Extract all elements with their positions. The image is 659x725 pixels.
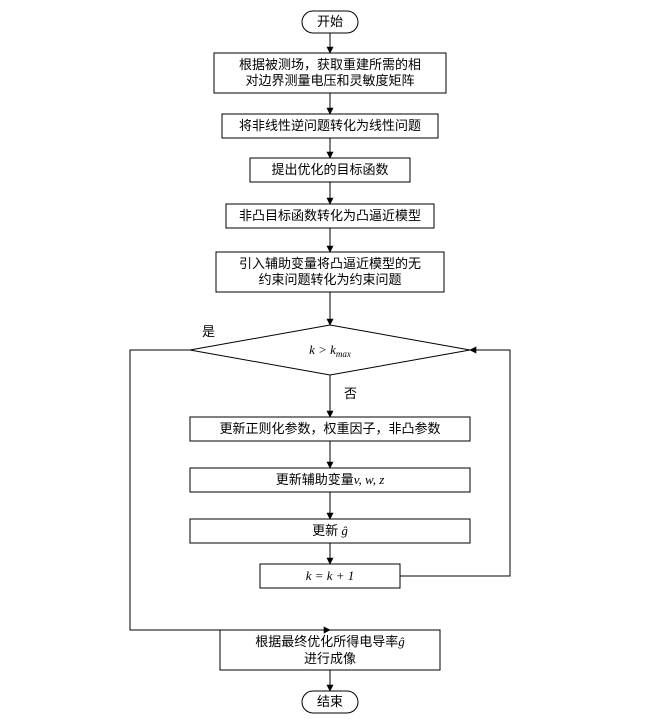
step1-line0: 根据被测场，获取重建所需的相 [239,57,421,72]
step8-label: 更新 ĝ [312,523,348,538]
step4-line0: 非凸目标函数转化为凸逼近模型 [239,208,421,223]
start-terminal-label: 开始 [317,14,343,29]
step1-line1: 对边界测量电压和灵敏度矩阵 [245,73,414,88]
step3-line0: 提出优化的目标函数 [271,162,388,177]
step10-line0: 根据最终优化所得电导率ĝ [255,634,405,649]
step2-line0: 将非线性逆问题转化为线性问题 [239,118,421,133]
step5-line1: 约束问题转化为约束问题 [258,272,401,287]
yes-label: 是 [202,324,215,339]
step5-line0: 引入辅助变量将凸逼近模型的无 [239,256,421,271]
no-label: 否 [344,386,357,401]
step10-line1: 进行成像 [304,651,356,666]
step9-label: k = k + 1 [306,568,355,583]
step6-line0: 更新正则化参数，权重因子，非凸参数 [219,421,440,436]
end-terminal-label: 结束 [317,694,343,709]
step7-label: 更新辅助变量v, w, z [276,472,385,487]
